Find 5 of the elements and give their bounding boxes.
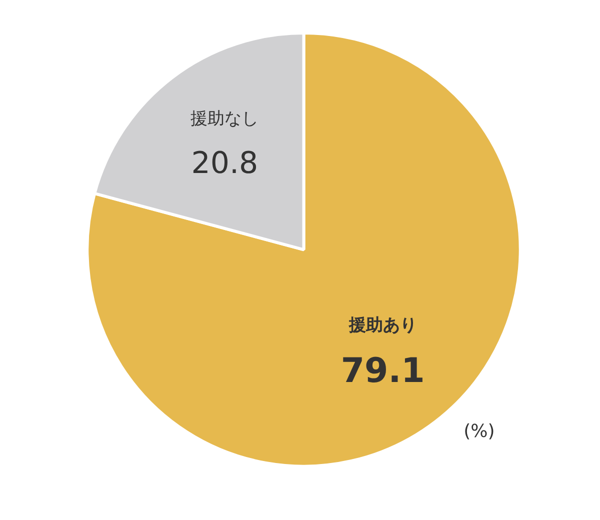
data-label: 20.8 xyxy=(191,146,258,181)
slice-label: 援助なし xyxy=(190,109,259,130)
data-label: 79.1 xyxy=(340,351,425,392)
text: (%) xyxy=(464,421,495,442)
slice-label: 援助あり xyxy=(348,316,417,336)
